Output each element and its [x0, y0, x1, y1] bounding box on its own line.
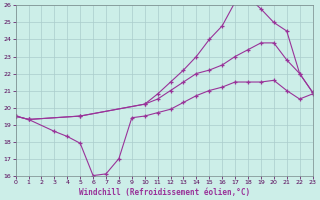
X-axis label: Windchill (Refroidissement éolien,°C): Windchill (Refroidissement éolien,°C)	[78, 188, 250, 197]
